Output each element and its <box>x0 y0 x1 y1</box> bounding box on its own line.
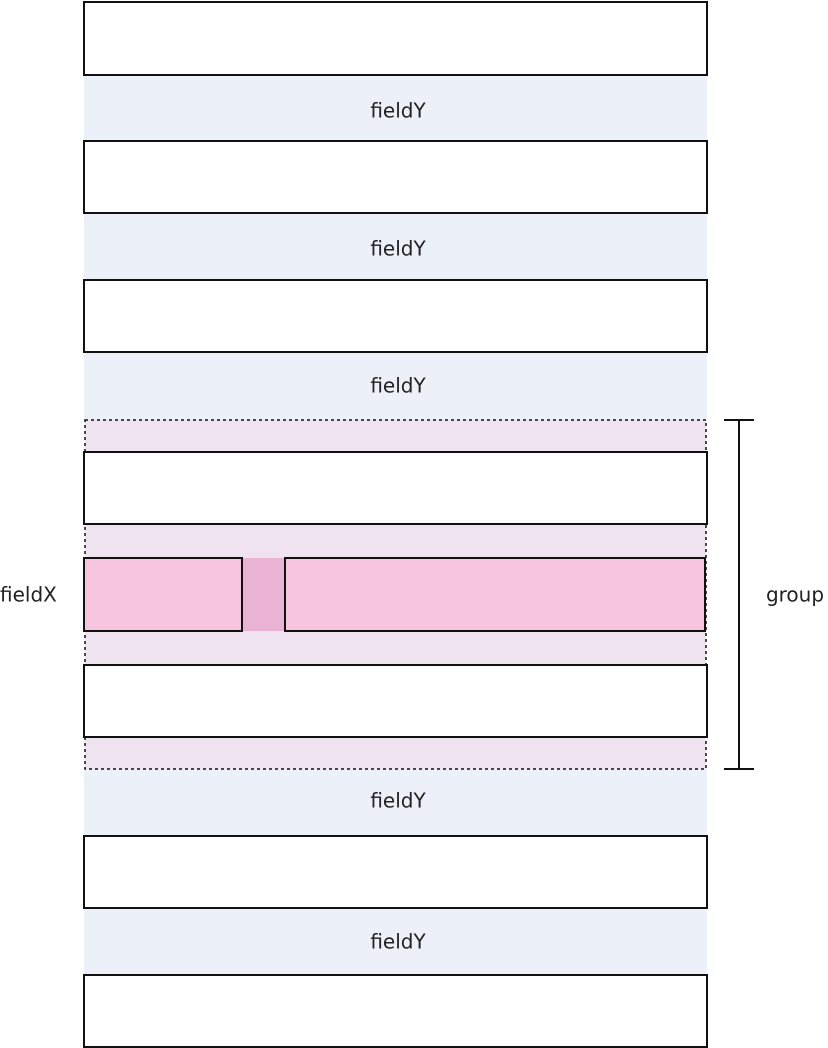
field-y-label: fieldY <box>370 374 426 398</box>
field-y-label: fieldY <box>370 930 426 954</box>
field-x-gap <box>242 558 285 631</box>
item-box <box>83 1 708 76</box>
field-y-label: fieldY <box>370 237 426 261</box>
field-x-label: fieldX <box>0 583 57 607</box>
field-y-band <box>84 352 707 420</box>
item-box <box>83 140 708 214</box>
item-box <box>83 664 708 738</box>
field-y-band <box>84 75 707 141</box>
item-box <box>83 835 708 909</box>
item-box <box>83 974 708 1048</box>
item-box <box>83 451 708 525</box>
field-y-band <box>84 213 707 280</box>
field-y-label: fieldY <box>370 99 426 123</box>
field-y-label: fieldY <box>370 789 426 813</box>
item-box-pink <box>284 557 706 632</box>
field-y-band <box>84 769 707 836</box>
group-label: group <box>766 583 824 607</box>
item-box <box>83 279 708 353</box>
item-box-pink <box>83 557 243 632</box>
field-y-band <box>84 908 707 975</box>
